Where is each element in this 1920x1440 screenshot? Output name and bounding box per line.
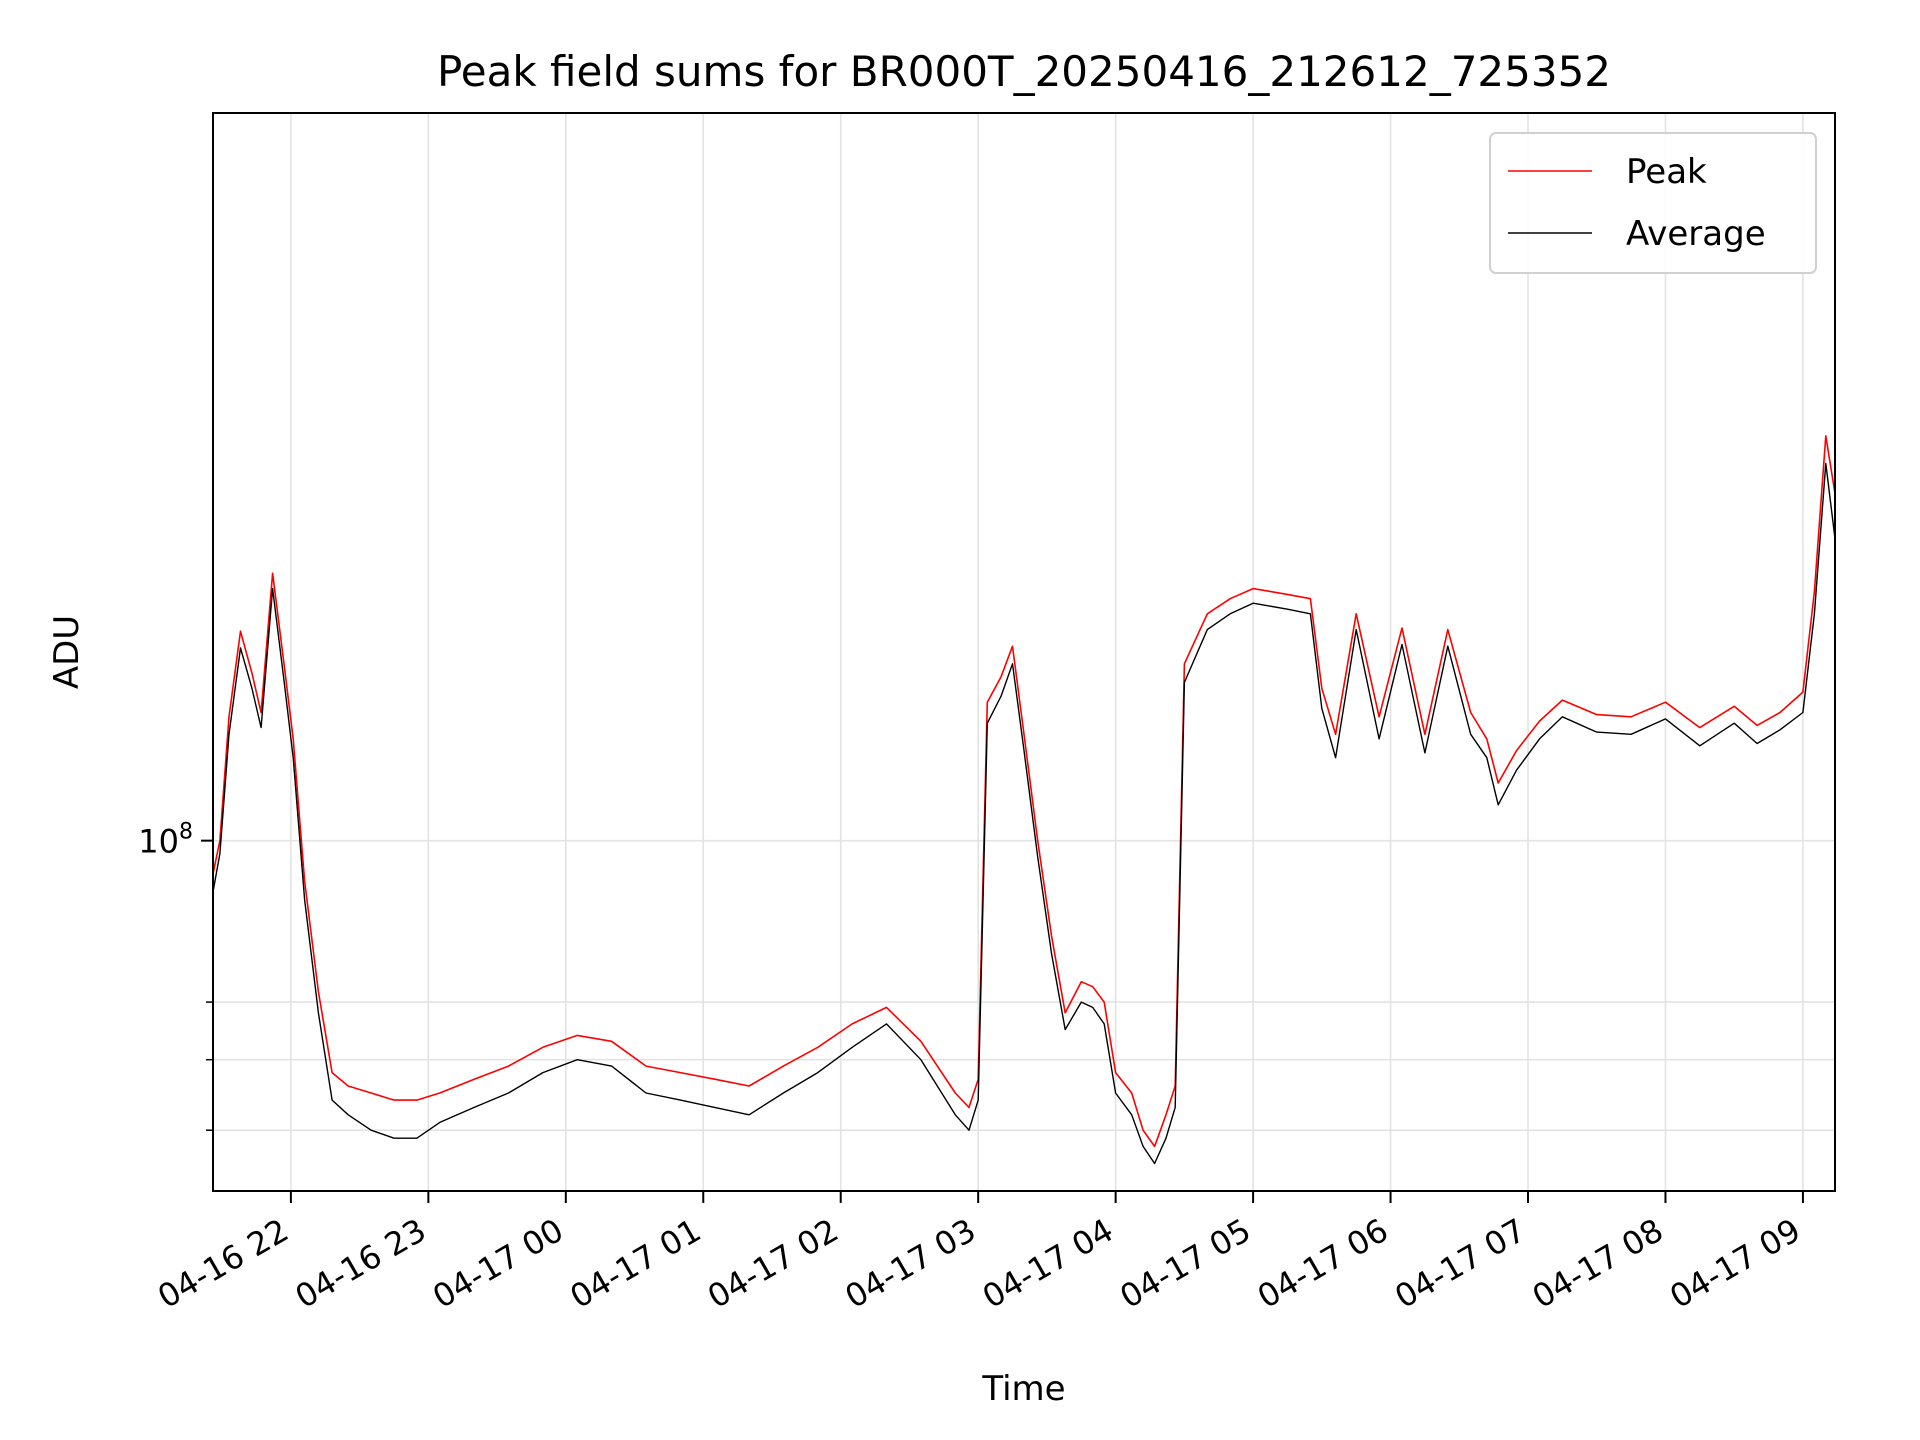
- plot-frame: [212, 112, 1836, 1192]
- series-line-peak: [212, 435, 1836, 1148]
- y-tick-label: 108: [138, 820, 193, 861]
- legend-label-peak: Peak: [1626, 152, 1707, 192]
- series-lines: [212, 435, 1836, 1165]
- legend: Peak Average: [1489, 132, 1817, 274]
- x-axis-label: Time: [981, 1369, 1065, 1409]
- legend-frame: [1489, 132, 1817, 274]
- y-tick-label-exponent: 8: [179, 820, 193, 845]
- grid: [213, 113, 1835, 1191]
- y-axis-label: ADU: [47, 615, 87, 689]
- legend-label-average: Average: [1626, 214, 1766, 254]
- series-line-average: [212, 462, 1836, 1165]
- y-tick-label-base: 10: [138, 823, 179, 861]
- y-axis: 108: [138, 820, 213, 1131]
- chart-title: Peak field sums for BR000T_20250416_2126…: [437, 47, 1611, 96]
